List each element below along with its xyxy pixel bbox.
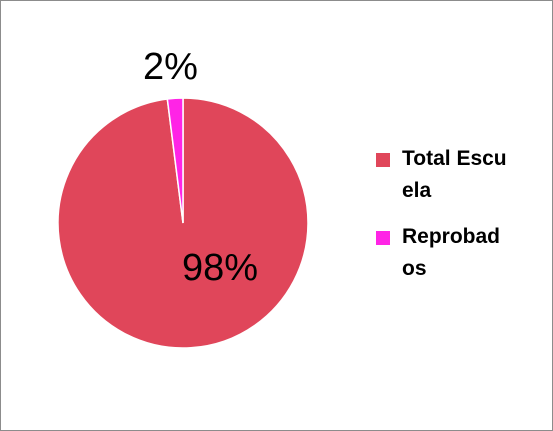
data-label-total-escuela: 98% [182, 247, 259, 289]
legend-item-reprobados: Reprobados [376, 221, 546, 285]
data-label-reprobados: 2% [143, 46, 198, 88]
pie-slices [57, 97, 309, 349]
pie-slice-reprobados [166, 97, 184, 224]
legend-swatch-total-escuela [376, 153, 390, 167]
legend-swatch-reprobados [376, 231, 390, 245]
legend-item-total-escuela: Total Escuela [376, 143, 546, 207]
legend-label-total-escuela: Total Escuela [402, 147, 507, 202]
legend: Total Escuela Reprobados [376, 143, 546, 299]
legend-label-reprobados: Reprobados [402, 225, 501, 280]
